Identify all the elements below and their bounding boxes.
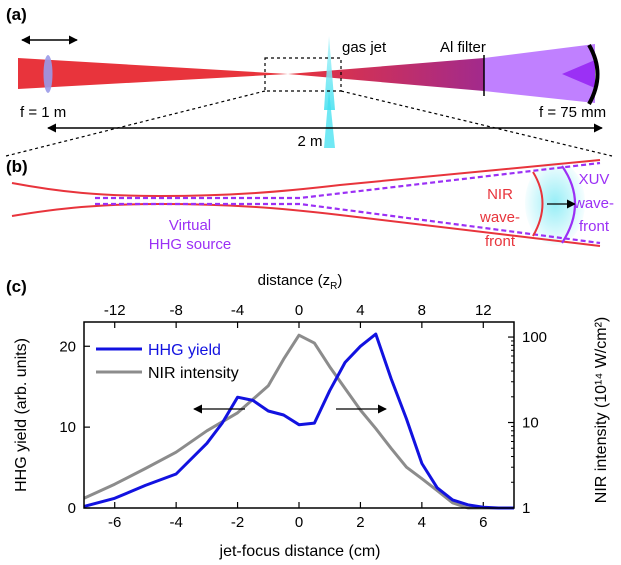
y2-axis-title: NIR intensity (10¹⁴ W/cm²) <box>593 317 610 503</box>
panel-b: (b) Virtual HHG source NIR wave- front X… <box>6 157 614 253</box>
xuv-envelope-bottom <box>95 202 601 245</box>
xuv-beam <box>484 44 595 103</box>
x-tick-label: -6 <box>108 514 121 531</box>
series-line-nir-intensity <box>83 333 514 510</box>
legend: HHG yield NIR intensity <box>96 342 239 382</box>
x-tick-label: -4 <box>169 514 182 531</box>
xuv-wavefront-label-line3: front <box>579 218 610 235</box>
series-line-hhg-yield <box>83 332 514 510</box>
xuv-wavefront-label-line1: XUV <box>579 171 610 188</box>
y-tick-label: 0 <box>68 500 76 517</box>
virtual-source-label-line1: Virtual <box>169 217 211 234</box>
nir-wavefront-icon <box>532 171 544 237</box>
y-tick-label: 20 <box>59 338 76 355</box>
nir-wavefront-label-line2: wave- <box>479 209 520 226</box>
xuv-wavefront-label-line2: wave- <box>573 195 614 212</box>
y-axis-title: HHG yield (arb. units) <box>13 338 30 492</box>
top-x-tick-label: -8 <box>169 302 182 319</box>
gas-jet-label: gas jet <box>342 39 387 56</box>
zoom-connector-left <box>5 90 266 157</box>
x-tick-label: 6 <box>479 514 487 531</box>
panel-a: (a) f = 1 m gas jet Al filter f = 75 mm … <box>6 5 606 150</box>
nir-wavefront-label-line3: front <box>485 233 516 250</box>
y-tick-label: 10 <box>59 419 76 436</box>
legend-nir-label: NIR intensity <box>148 365 239 382</box>
focusing-lens-icon <box>43 55 53 93</box>
top-x-tick-label: -4 <box>231 302 244 319</box>
focal-length-lens: f = 1 m <box>20 104 66 121</box>
zoom-region-box <box>264 57 342 92</box>
top-x-tick-label: 12 <box>475 302 492 319</box>
top-x-tick-label: -12 <box>104 302 126 319</box>
x-tick-label: 0 <box>295 514 303 531</box>
top-x-tick-label: 8 <box>418 302 426 319</box>
gas-jet-icon <box>324 36 335 110</box>
x-tick-label: 4 <box>418 514 426 531</box>
nir-beam-converging <box>18 58 288 89</box>
legend-hhg-label: HHG yield <box>148 342 221 359</box>
chart-plot: -6 -4 -2 0 2 4 6 -12 -8 -4 0 4 8 12 0 10 20 1 10 100 <box>59 302 547 531</box>
plot-frame <box>83 321 515 509</box>
panel-b-label: (b) <box>6 157 28 176</box>
y2-tick-label: 1 <box>522 500 530 517</box>
x-axis-title: jet-focus distance (cm) <box>219 543 381 560</box>
panel-c-label: (c) <box>6 277 27 296</box>
nir-wavefront-label-line1: NIR <box>487 186 513 203</box>
distance-label: 2 m <box>297 133 322 150</box>
nir-beam-diverging <box>288 58 484 91</box>
zoom-connector-right <box>340 90 613 157</box>
al-filter-label: Al filter <box>440 39 486 56</box>
x-tick-label: 2 <box>356 514 364 531</box>
panel-c: (c) distance (zR) -6 -4 -2 0 2 4 6-12 -8 -4 0 4 8 12… <box>6 272 610 560</box>
focal-length-mirror: f = 75 mm <box>539 104 606 121</box>
top-x-tick-label: 0 <box>295 302 303 319</box>
top-x-tick-label: 4 <box>356 302 364 319</box>
gas-jet-below-icon <box>324 90 335 148</box>
nir-envelope-top <box>11 159 601 198</box>
virtual-source-label-line2: HHG source <box>149 236 232 253</box>
xuv-focus-cone <box>562 60 595 88</box>
x-tick-label: -2 <box>231 514 244 531</box>
panel-a-label: (a) <box>6 5 27 24</box>
xuv-envelope-top <box>95 161 601 200</box>
y2-tick-label: 100 <box>522 329 547 346</box>
focusing-mirror-icon <box>587 43 600 105</box>
top-axis-title: distance (zR) <box>258 272 343 292</box>
y2-tick-label: 10 <box>522 415 539 432</box>
